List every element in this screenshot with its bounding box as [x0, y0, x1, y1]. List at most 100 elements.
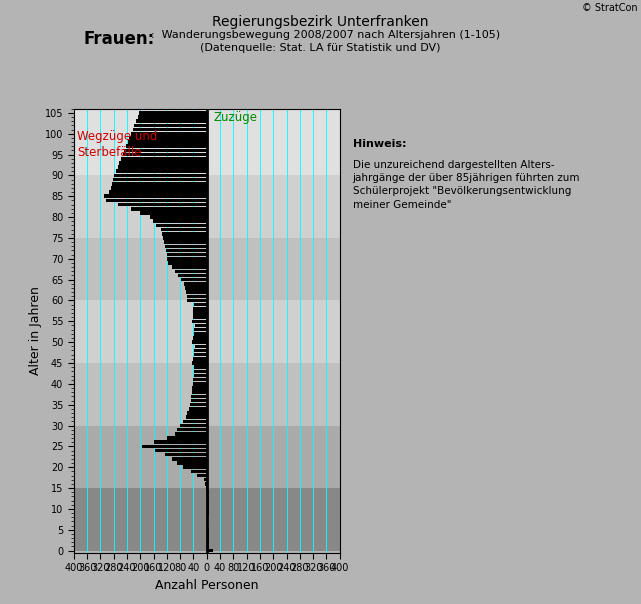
Bar	[114, 173, 206, 177]
Bar	[112, 182, 206, 185]
Bar	[149, 216, 206, 219]
Bar	[111, 186, 206, 190]
Bar	[155, 449, 206, 452]
Bar	[186, 416, 206, 419]
Bar	[197, 474, 206, 477]
Bar	[167, 436, 206, 440]
Text: Zuzüge: Zuzüge	[213, 111, 258, 124]
Bar	[192, 390, 206, 394]
Bar	[169, 261, 206, 265]
Bar	[104, 194, 206, 198]
Bar	[122, 153, 206, 156]
Bar	[194, 332, 206, 336]
Bar	[194, 365, 206, 369]
Bar	[74, 426, 340, 488]
Text: :  Wanderungsbewegung 2008/2007 nach Altersjahren (1-105): : Wanderungsbewegung 2008/2007 nach Alte…	[151, 30, 500, 40]
Bar	[167, 253, 206, 256]
Text: Regierungsbezirk Unterfranken: Regierungsbezirk Unterfranken	[212, 15, 429, 29]
Bar	[194, 328, 206, 332]
Bar	[124, 149, 206, 152]
Bar	[190, 403, 206, 406]
Bar	[183, 420, 206, 423]
Bar	[161, 228, 206, 231]
Bar	[206, 490, 209, 494]
Bar	[74, 363, 340, 426]
Bar	[121, 157, 206, 161]
Bar	[178, 461, 206, 465]
Bar	[165, 245, 206, 248]
Bar	[206, 545, 210, 548]
X-axis label: Anzahl Personen: Anzahl Personen	[155, 579, 258, 592]
Bar	[206, 528, 209, 532]
Bar	[206, 532, 209, 536]
Bar	[175, 269, 206, 273]
Bar	[154, 440, 206, 444]
Bar	[117, 165, 206, 169]
Bar	[116, 170, 206, 173]
Bar	[193, 382, 206, 385]
Bar	[188, 407, 206, 411]
Text: Die unzureichend dargestellten Alters-
jahrgänge der über 85jährigen führten zum: Die unzureichend dargestellten Alters- j…	[353, 160, 580, 210]
Bar	[175, 432, 206, 435]
Bar	[117, 203, 206, 207]
Bar	[206, 495, 209, 498]
Bar	[206, 549, 213, 552]
Bar	[192, 386, 206, 390]
Bar	[136, 120, 206, 123]
Bar	[206, 541, 210, 544]
Bar	[206, 499, 209, 503]
Bar	[193, 357, 206, 361]
Bar	[178, 428, 206, 431]
Bar	[204, 478, 206, 481]
Bar	[133, 128, 206, 131]
Bar	[180, 424, 206, 427]
Bar	[194, 349, 206, 352]
Bar	[106, 199, 206, 202]
Bar	[129, 136, 206, 140]
Text: Frauen:: Frauen:	[83, 30, 154, 48]
Bar	[153, 219, 206, 223]
Bar	[206, 515, 208, 519]
Bar	[74, 488, 340, 551]
Bar	[166, 249, 206, 252]
Bar	[184, 282, 206, 286]
Bar	[163, 232, 206, 236]
Bar	[119, 161, 206, 165]
Y-axis label: Alter in Jahren: Alter in Jahren	[29, 286, 42, 375]
Bar	[140, 211, 206, 214]
Text: Wegzüge und
Sterbefälle: Wegzüge und Sterbefälle	[77, 130, 158, 159]
Bar	[138, 115, 206, 119]
Bar	[193, 336, 206, 340]
Bar	[194, 303, 206, 306]
Bar	[163, 236, 206, 240]
Text: © StratCon: © StratCon	[582, 3, 638, 13]
Bar	[194, 374, 206, 378]
Bar	[167, 257, 206, 260]
Bar	[193, 315, 206, 319]
Bar	[192, 341, 206, 344]
Bar	[191, 469, 206, 473]
Bar	[172, 265, 206, 269]
Bar	[186, 291, 206, 294]
Bar	[142, 445, 206, 448]
Bar	[74, 238, 340, 300]
Bar	[126, 144, 206, 148]
Bar	[194, 378, 206, 382]
Bar	[172, 457, 206, 461]
Bar	[206, 512, 209, 515]
Bar	[156, 223, 206, 227]
Bar	[139, 111, 206, 115]
Bar	[187, 295, 206, 298]
Bar	[181, 278, 206, 281]
Bar	[206, 503, 209, 507]
Bar	[191, 399, 206, 402]
Bar	[164, 240, 206, 244]
Text: (Datenquelle: Stat. LA für Statistik und DV): (Datenquelle: Stat. LA für Statistik und…	[200, 43, 441, 54]
Bar	[131, 207, 206, 211]
Bar	[74, 175, 340, 238]
Bar	[206, 519, 208, 523]
Bar	[194, 370, 206, 373]
Bar	[128, 140, 206, 144]
Bar	[178, 274, 206, 277]
Bar	[192, 361, 206, 365]
